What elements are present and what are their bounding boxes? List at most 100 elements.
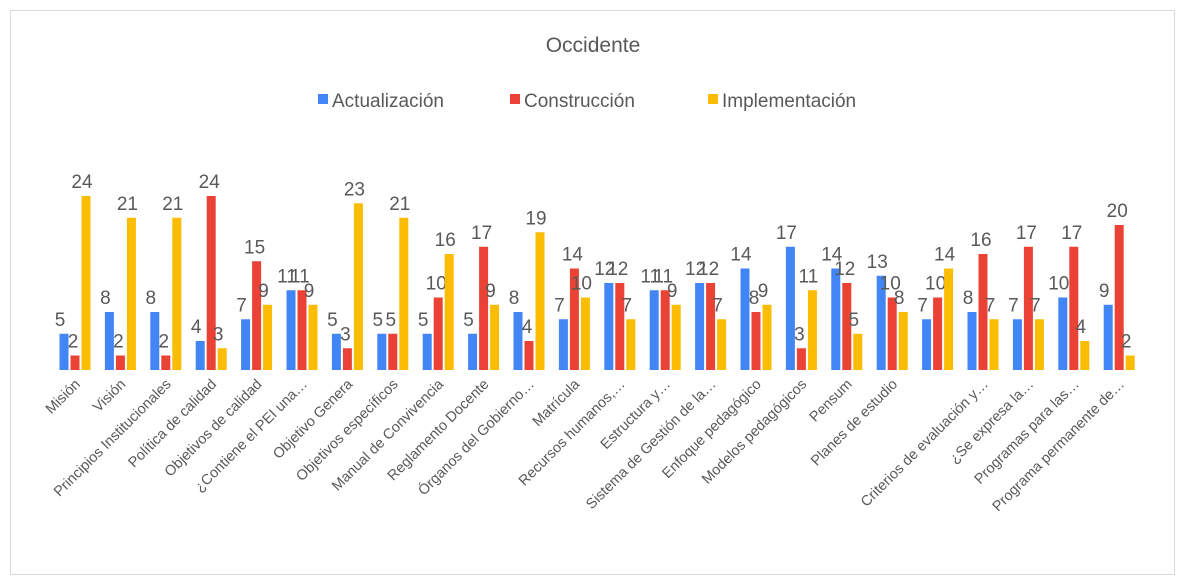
data-label: 7 [1030,295,1041,316]
data-label: 10 [426,274,447,295]
bar [944,268,954,370]
bar [353,203,363,370]
data-label: 7 [917,295,928,316]
bar [671,304,681,370]
data-label: 2 [159,332,170,353]
bar [842,283,852,370]
data-label: 7 [985,295,996,316]
bar [286,290,296,370]
bar [70,355,80,370]
bar [81,196,91,370]
data-label: 2 [68,332,79,353]
data-label: 5 [55,310,66,331]
data-label: 9 [485,281,496,302]
bar [263,304,273,370]
data-label: 7 [236,295,247,316]
bar [649,290,659,370]
bar [796,348,806,370]
data-label: 4 [1076,317,1087,338]
data-label: 7 [1008,295,1019,316]
data-label: 14 [934,245,956,266]
bar [695,283,705,370]
data-label: 9 [667,281,678,302]
data-label: 7 [712,295,723,316]
data-label: 5 [418,310,429,331]
data-label: 13 [867,252,888,273]
bar [524,341,534,370]
bar [104,312,114,370]
bar [922,319,932,370]
data-label: 8 [146,288,157,309]
data-label: 10 [571,274,592,295]
bar [1125,355,1135,370]
legend-label: Construcción [524,91,635,112]
bar [1023,246,1033,370]
data-label: 3 [794,324,805,345]
bar [388,333,398,370]
data-label: 11 [799,266,819,287]
data-label: 23 [344,179,365,200]
data-label: 9 [304,281,315,302]
bar [876,275,886,370]
bar [762,304,772,370]
data-label: 5 [463,310,474,331]
data-label: 8 [509,288,520,309]
bar [444,254,454,370]
data-label: 10 [925,274,946,295]
bar [569,268,579,370]
bar [558,319,568,370]
data-label: 24 [199,172,221,193]
data-label: 5 [327,310,338,331]
data-label: 12 [698,259,719,280]
bar [1069,246,1079,370]
data-label: 5 [373,310,384,331]
data-label: 9 [1099,281,1110,302]
data-label: 12 [685,259,706,280]
data-label: 9 [258,281,269,302]
data-label: 20 [1107,201,1128,222]
bar [115,355,125,370]
bar [217,348,227,370]
bar [853,333,863,370]
bar [331,333,341,370]
data-label: 12 [594,259,615,280]
data-label: 15 [244,237,265,258]
bar [308,304,318,370]
data-label: 14 [562,245,584,266]
bar [1080,341,1090,370]
bar [933,297,943,370]
bar [626,319,636,370]
bar [1103,304,1113,370]
bar [150,312,160,370]
bar [126,217,136,370]
bar [297,290,307,370]
data-label: 21 [162,194,183,215]
bar [342,348,352,370]
data-label: 16 [435,230,456,251]
bar [967,312,977,370]
data-label: 8 [100,288,111,309]
data-label: 11 [653,266,673,287]
bar [1012,319,1022,370]
bar [751,312,761,370]
data-label: 7 [554,295,565,316]
data-label: 16 [970,230,991,251]
data-label: 24 [71,172,93,193]
legend-swatch [510,94,520,104]
chart-title: Occidente [546,34,641,57]
bar [399,217,409,370]
legend-label: Actualización [332,91,444,112]
data-label: 11 [277,266,297,287]
data-label: 2 [1121,332,1132,353]
bar [1114,225,1124,370]
bar [604,283,614,370]
legend-label: Implementación [722,91,856,112]
bar [1058,297,1068,370]
bar [978,254,988,370]
bar [831,268,841,370]
legend-swatch [318,94,328,104]
bar [1034,319,1044,370]
data-label: 12 [834,259,855,280]
data-label: 7 [622,295,633,316]
bar [785,246,795,370]
